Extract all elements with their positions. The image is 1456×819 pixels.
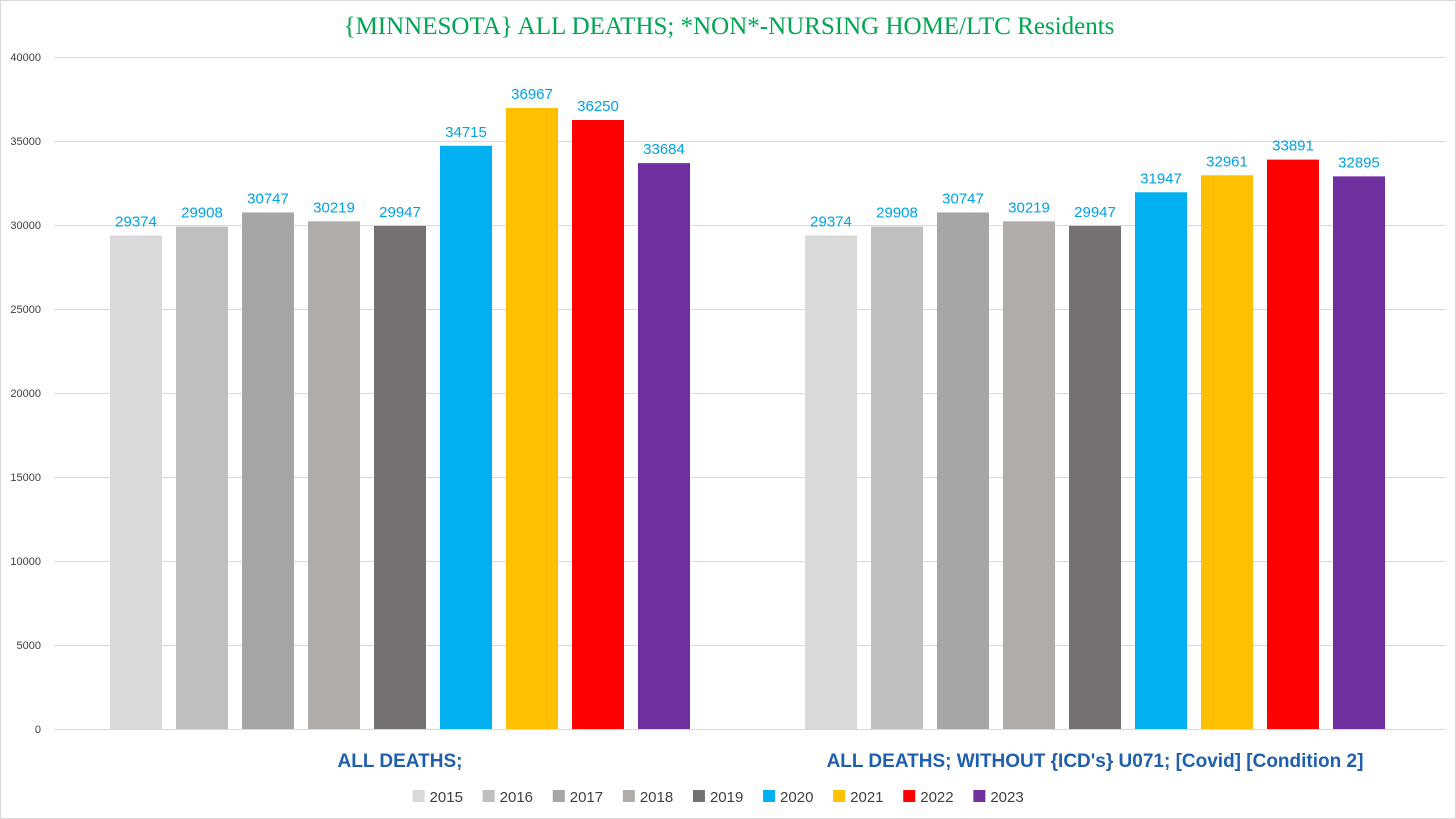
data-label-2020-group-2: 31947 xyxy=(1140,170,1182,187)
bar-2015-group-1 xyxy=(110,235,162,730)
data-labels: 29374 29908 30747 30219 29947 34715 36967 36250… xyxy=(115,86,1380,231)
bar-2019-group-1 xyxy=(374,225,426,730)
y-axis-ticks: 0 5000 10000 15000 20000 25000 30000 35000 40000 xyxy=(10,52,41,736)
data-label-2017-group-2: 30747 xyxy=(942,190,984,207)
legend-swatch-2019 xyxy=(692,790,705,802)
data-label-2022-group-1: 36250 xyxy=(577,98,619,115)
data-label-2021-group-1: 36967 xyxy=(511,86,553,103)
bars xyxy=(110,107,1385,730)
data-label-2022-group-2: 33891 xyxy=(1272,138,1314,155)
legend-swatch-2016 xyxy=(482,790,495,802)
legend-swatch-2021 xyxy=(833,790,846,802)
bar-2019-group-2 xyxy=(1069,225,1121,730)
legend-swatch-2022 xyxy=(903,790,916,802)
y-tick-label-25000: 25000 xyxy=(10,304,41,316)
category-label-1: ALL DEATHS; xyxy=(338,751,463,772)
y-tick-label-5000: 5000 xyxy=(17,640,41,652)
category-labels: ALL DEATHS; ALL DEATHS; WITHOUT {ICD's} U… xyxy=(338,751,1364,772)
legend-label-2015: 2015 xyxy=(430,789,463,806)
data-label-2018-group-2: 30219 xyxy=(1008,199,1050,216)
bar-2016-group-1 xyxy=(176,226,228,729)
bar-2020-group-2 xyxy=(1135,192,1187,729)
y-tick-label-40000: 40000 xyxy=(10,52,41,64)
legend-label-2018: 2018 xyxy=(640,789,673,806)
bar-2020-group-1 xyxy=(440,145,492,730)
bar-2017-group-2 xyxy=(937,212,989,730)
y-tick-label-0: 0 xyxy=(35,724,41,736)
legend-swatch-2023 xyxy=(973,790,986,802)
data-label-2019-group-1: 29947 xyxy=(379,204,421,221)
bar-2021-group-1 xyxy=(506,107,558,729)
bar-2021-group-2 xyxy=(1201,175,1253,730)
y-tick-label-30000: 30000 xyxy=(10,220,41,232)
legend-label-2016: 2016 xyxy=(500,789,533,806)
bar-2018-group-2 xyxy=(1003,221,1055,729)
legend-label-2023: 2023 xyxy=(990,789,1023,806)
y-tick-label-20000: 20000 xyxy=(10,388,41,400)
data-label-2017-group-1: 30747 xyxy=(247,190,289,207)
chart-title: {MINNESOTA} ALL DEATHS; *NON*-NURSING HO… xyxy=(344,13,1115,40)
data-label-2019-group-2: 29947 xyxy=(1074,204,1116,221)
bar-2023-group-1 xyxy=(638,163,690,730)
legend: 2015 2016 2017 2018 2019 2020 2021 2022 2023 xyxy=(412,789,1024,806)
legend-label-2017: 2017 xyxy=(570,789,603,806)
legend-label-2019: 2019 xyxy=(710,789,743,806)
legend-label-2020: 2020 xyxy=(780,789,813,806)
data-label-2015-group-2: 29374 xyxy=(810,214,852,231)
bar-2022-group-1 xyxy=(572,120,624,729)
y-tick-label-10000: 10000 xyxy=(10,556,41,568)
data-label-2016-group-2: 29908 xyxy=(876,205,918,222)
bar-2017-group-1 xyxy=(242,212,294,730)
bar-2016-group-2 xyxy=(871,226,923,729)
legend-label-2022: 2022 xyxy=(920,789,953,806)
legend-swatch-2015 xyxy=(412,790,425,802)
data-label-2018-group-1: 30219 xyxy=(313,199,355,216)
data-label-2020-group-1: 34715 xyxy=(445,124,487,141)
legend-swatch-2020 xyxy=(763,790,776,802)
category-label-2: ALL DEATHS; WITHOUT {ICD's} U071; [Covid… xyxy=(827,751,1364,772)
bar-2015-group-2 xyxy=(805,235,857,730)
data-label-2021-group-2: 32961 xyxy=(1206,153,1248,170)
bar-2018-group-1 xyxy=(308,221,360,729)
data-label-2023-group-1: 33684 xyxy=(643,141,685,158)
legend-swatch-2017 xyxy=(552,790,565,802)
legend-label-2021: 2021 xyxy=(850,789,883,806)
data-label-2023-group-2: 32895 xyxy=(1338,154,1380,171)
y-tick-label-35000: 35000 xyxy=(10,136,41,148)
bar-2022-group-2 xyxy=(1267,159,1319,729)
data-label-2015-group-1: 29374 xyxy=(115,214,157,231)
data-label-2016-group-1: 29908 xyxy=(181,205,223,222)
y-tick-label-15000: 15000 xyxy=(10,472,41,484)
bar-2023-group-2 xyxy=(1333,176,1385,729)
legend-swatch-2018 xyxy=(622,790,635,802)
